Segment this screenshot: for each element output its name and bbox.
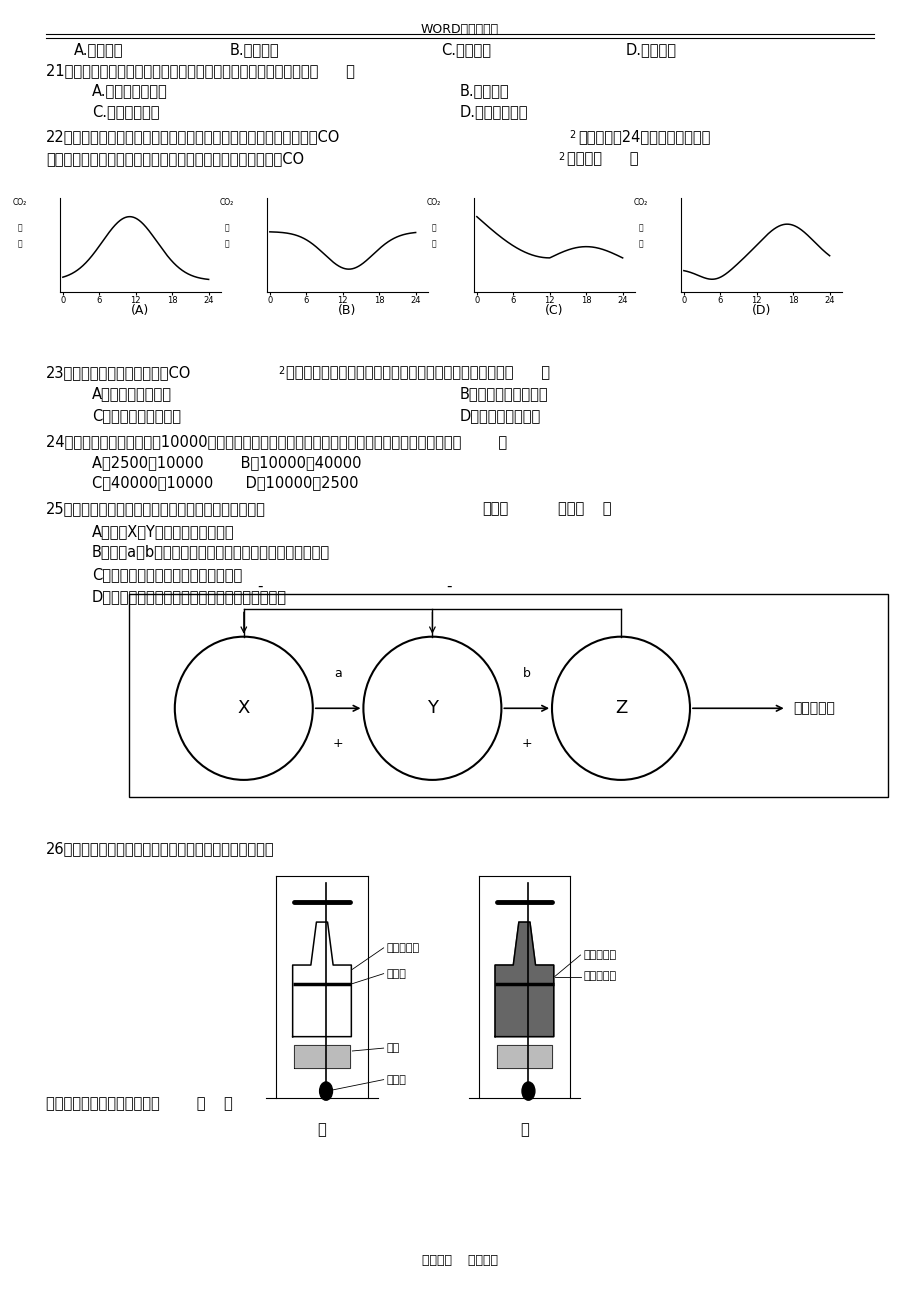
Text: 度: 度 — [431, 240, 436, 249]
Text: 浓度）（      ）: 浓度）（ ） — [566, 151, 638, 167]
Text: A．2500和10000        B．10000和40000: A．2500和10000 B．10000和40000 — [92, 454, 361, 470]
Text: C．主要进行有氧呼吸: C．主要进行有氧呼吸 — [92, 408, 181, 423]
Text: 不正确: 不正确 — [482, 501, 508, 517]
Text: 温度计: 温度计 — [386, 1074, 406, 1085]
Text: 浓: 浓 — [638, 224, 642, 233]
Text: CO₂: CO₂ — [220, 198, 233, 207]
Text: A.蒸腾作用: A.蒸腾作用 — [74, 42, 123, 57]
Text: b: b — [522, 667, 530, 680]
Text: 23、在水稻种子萌发的初期，CO: 23、在水稻种子萌发的初期，CO — [46, 365, 191, 380]
Text: 度: 度 — [638, 240, 642, 249]
Text: 24、在养鸡场里，若要得到10000只小鸡，从理论上推算，至少需要卵原细胞和精原细胞个数各为（        ）: 24、在养鸡场里，若要得到10000只小鸡，从理论上推算，至少需要卵原细胞和精原… — [46, 434, 506, 449]
Bar — [129, 594, 887, 797]
Text: -: - — [446, 578, 451, 594]
Polygon shape — [292, 922, 351, 1036]
Text: (C): (C) — [544, 303, 563, 316]
Text: D.打破顶端优势: D.打破顶端优势 — [460, 104, 528, 120]
Text: B.渗透作用: B.渗透作用 — [230, 42, 279, 57]
Text: A．只进行有氧呼吸: A．只进行有氧呼吸 — [92, 385, 172, 401]
Text: 25、下图是甲状腺活动的调节示意图，对该图的理解，: 25、下图是甲状腺活动的调节示意图，对该图的理解， — [46, 501, 266, 517]
Text: CO₂: CO₂ — [426, 198, 440, 207]
Text: (D): (D) — [751, 303, 770, 316]
Text: 萌发的豌豆: 萌发的豌豆 — [386, 943, 419, 953]
Text: 的是（    ）: 的是（ ） — [558, 501, 611, 517]
Text: C．40000和10000       D．10000和2500: C．40000和10000 D．10000和2500 — [92, 475, 358, 491]
Text: (B): (B) — [338, 303, 356, 316]
Text: 保温瓶: 保温瓶 — [386, 969, 406, 979]
Polygon shape — [496, 1044, 551, 1068]
Text: +: + — [333, 737, 343, 750]
Text: A．图中X与Y分别是下丘脑和垂体: A．图中X与Y分别是下丘脑和垂体 — [92, 523, 234, 539]
Text: 含量进行了24小时测定，下图曲: 含量进行了24小时测定，下图曲 — [577, 129, 709, 145]
Text: (A): (A) — [131, 303, 149, 316]
Text: 的豌豆种子: 的豌豆种子 — [583, 971, 616, 982]
Text: -: - — [257, 578, 263, 594]
Text: 线中能正确表示其测定结果的是（横坐标为日时间，纵坐标为CO: 线中能正确表示其测定结果的是（横坐标为日时间，纵坐标为CO — [46, 151, 304, 167]
Text: B．主要进行无氧呼吸: B．主要进行无氧呼吸 — [460, 385, 548, 401]
Text: 度: 度 — [224, 240, 229, 249]
Text: 专业学习    参考资料: 专业学习 参考资料 — [422, 1254, 497, 1267]
Text: C.促进果实发育: C.促进果实发育 — [92, 104, 159, 120]
Text: X: X — [237, 699, 250, 717]
Text: 2: 2 — [569, 130, 575, 141]
Text: 22、某学生在玻璃温室里进行植物栽培实验，为此他对室内空气中的CO: 22、某学生在玻璃温室里进行植物栽培实验，为此他对室内空气中的CO — [46, 129, 340, 145]
Text: 浓: 浓 — [224, 224, 229, 233]
Text: Y: Y — [426, 699, 437, 717]
Text: 能正确表示上述实验结果的是        （    ）: 能正确表示上述实验结果的是 （ ） — [46, 1096, 233, 1112]
Text: 21、在棉花栽培中，通过摘心来达到增产目的，根据的原理主要是（      ）: 21、在棉花栽培中，通过摘心来达到增产目的，根据的原理主要是（ ） — [46, 62, 355, 78]
Text: C．甲状腺活动只受垂体促激素的调节: C．甲状腺活动只受垂体促激素的调节 — [92, 566, 242, 582]
Text: 乙: 乙 — [519, 1122, 528, 1138]
Text: D．只进行无氧呼吸: D．只进行无氧呼吸 — [460, 408, 540, 423]
Text: WORD格式整理版: WORD格式整理版 — [421, 23, 498, 36]
Text: 煮熟并灭菌: 煮熟并灭菌 — [583, 950, 616, 960]
Text: 浓: 浓 — [17, 224, 22, 233]
Text: CO₂: CO₂ — [633, 198, 647, 207]
Text: D.吸胀作用: D.吸胀作用 — [625, 42, 675, 57]
Text: 2: 2 — [558, 152, 564, 163]
Text: 的释放量往往比氧的吸收量大三倍。这说明水稻种子此时（      ）: 的释放量往往比氧的吸收量大三倍。这说明水稻种子此时（ ） — [286, 365, 550, 380]
Text: D．血液中的甲状腺激素含量起着反馈调节的作用: D．血液中的甲状腺激素含量起着反馈调节的作用 — [92, 589, 287, 604]
Circle shape — [319, 1082, 332, 1100]
Circle shape — [521, 1082, 534, 1100]
Text: 甲状腺激素: 甲状腺激素 — [792, 702, 834, 715]
Text: +: + — [521, 737, 531, 750]
Text: C.呼吸作用: C.呼吸作用 — [441, 42, 491, 57]
Text: CO₂: CO₂ — [13, 198, 27, 207]
Text: 棉绒: 棉绒 — [386, 1043, 399, 1053]
Text: 2: 2 — [278, 366, 284, 375]
Text: B.防止虫害: B.防止虫害 — [460, 83, 509, 99]
Text: 26、甲、乙为研究豌豆种子萌发过程中温度变化示意图。: 26、甲、乙为研究豌豆种子萌发过程中温度变化示意图。 — [46, 841, 275, 857]
Text: A.减少养料的消耗: A.减少养料的消耗 — [92, 83, 167, 99]
Text: 度: 度 — [17, 240, 22, 249]
Text: a: a — [334, 667, 342, 680]
Text: 浓: 浓 — [431, 224, 436, 233]
Text: Z: Z — [614, 699, 627, 717]
Polygon shape — [294, 1044, 349, 1068]
Polygon shape — [494, 922, 553, 1036]
Text: 甲: 甲 — [317, 1122, 326, 1138]
Text: B．图中a与b分别是促甲状腺激素释放激素和促甲状腺激素: B．图中a与b分别是促甲状腺激素释放激素和促甲状腺激素 — [92, 544, 330, 560]
